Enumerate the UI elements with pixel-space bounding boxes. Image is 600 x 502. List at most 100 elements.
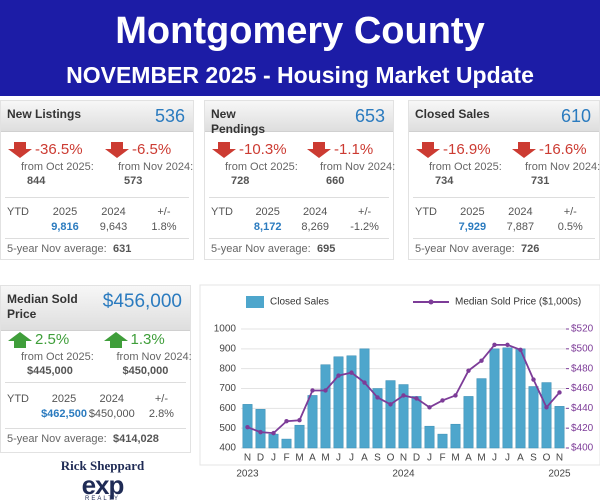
bar	[281, 438, 292, 449]
card-value: $456,000	[102, 291, 182, 312]
bar	[333, 356, 344, 449]
line-point	[310, 388, 315, 393]
average-value: 695	[317, 243, 336, 255]
line-point	[518, 347, 523, 353]
change-amount: 844	[27, 175, 46, 187]
line-point	[479, 358, 484, 363]
ytd-label: YTD	[415, 206, 437, 218]
ytd-value: $450,000	[88, 408, 135, 420]
ytd-value: 2.8%	[148, 408, 174, 420]
x-tick-label: M	[295, 453, 303, 464]
ytd-value: 8,172	[253, 221, 282, 233]
arrow	[103, 332, 128, 348]
bar	[385, 380, 396, 449]
x-tick-label: M	[451, 453, 459, 464]
x-tick-label: J	[492, 453, 497, 464]
arrow	[105, 142, 129, 158]
separator	[209, 197, 389, 198]
average-value: 631	[113, 243, 132, 255]
line-point	[297, 418, 302, 423]
line-point	[492, 342, 497, 348]
ytd-header: 2025	[52, 206, 78, 218]
change-amount: 660	[326, 175, 345, 187]
x-tick-label: J	[271, 453, 276, 464]
change-pct: -36.5%	[35, 141, 83, 158]
change-from: from Nov 2024:	[116, 351, 192, 363]
x-tick-label: O	[387, 453, 395, 464]
x-tick-label: J	[427, 453, 432, 464]
x-tick-label: A	[465, 453, 472, 464]
average-label: 5-year Nov average:	[7, 433, 107, 445]
bar	[372, 388, 383, 449]
ytd-value: 1.8%	[151, 221, 177, 233]
card-title: Closed Sales	[415, 107, 490, 121]
card-header	[409, 101, 599, 132]
y-tick-label: 400	[219, 443, 236, 454]
ytd-header: +/-	[563, 206, 577, 218]
y2-tick-label: $500	[571, 343, 594, 354]
bar	[489, 348, 500, 449]
bar	[307, 395, 318, 449]
bar	[528, 386, 539, 449]
arrow	[8, 142, 32, 158]
card-title: New Pendings	[211, 107, 266, 136]
footer-brand-sub: REALTY	[85, 496, 120, 502]
card-value: 653	[354, 106, 385, 126]
card: Median Sold Price $456,000 2.5% from Oct 20…	[0, 285, 192, 453]
x-tick-label: N	[244, 453, 251, 464]
footer-brand: exp	[81, 470, 125, 500]
x-tick-label: F	[439, 453, 445, 464]
ytd-header: +/-	[157, 206, 171, 218]
change-pct: -1.1%	[334, 141, 374, 158]
y-tick-label: 500	[219, 423, 236, 434]
bar	[346, 355, 357, 449]
line-point	[284, 419, 289, 424]
x-tick-label: N	[400, 453, 407, 464]
change-from: from Nov 2024:	[118, 161, 194, 173]
line-point	[336, 373, 341, 378]
bar	[450, 423, 461, 449]
card: New Listings 536 -36.5% from Oct 2025: 844 -6…	[0, 100, 194, 260]
x-tick-label: J	[336, 453, 341, 464]
change-arrow	[416, 142, 440, 158]
subtitle: NOVEMBER 2025 - Housing Market Update	[66, 62, 534, 88]
line-point	[362, 380, 367, 385]
change-arrow	[8, 332, 32, 348]
legend-label: Closed Sales	[270, 297, 329, 308]
ytd-value: 8,269	[301, 221, 329, 233]
line-point	[323, 388, 328, 393]
ytd-header: +/-	[358, 206, 372, 218]
average-label: 5-year Nov average:	[415, 243, 515, 255]
ytd-value: $462,500	[41, 408, 87, 420]
legend-swatch	[428, 299, 434, 305]
average-value: 726	[521, 243, 540, 255]
y2-tick-label: $520	[571, 324, 594, 335]
year-label: 2024	[392, 469, 415, 480]
ytd-value: 0.5%	[557, 221, 583, 233]
y2-tick-label: $460	[571, 383, 594, 394]
change-amount: 573	[124, 175, 143, 187]
change-amount: 731	[531, 175, 550, 187]
change-arrow	[105, 142, 129, 158]
change-from: from Oct 2025:	[225, 161, 298, 173]
bar	[463, 396, 474, 449]
ytd-header: 2025	[255, 206, 280, 218]
x-tick-label: A	[361, 453, 368, 464]
ytd-value: 7,887	[506, 221, 535, 233]
x-tick-label: O	[543, 453, 551, 464]
header-band	[0, 0, 600, 96]
line-point	[258, 429, 263, 435]
ytd-value: 9,816	[51, 221, 79, 233]
change-pct: -10.3%	[239, 141, 287, 158]
x-tick-label: S	[530, 453, 537, 464]
legend-label: Median Sold Price ($1,000s)	[455, 297, 581, 308]
average-label: 5-year Nov average:	[7, 243, 107, 255]
y-tick-label: 800	[219, 363, 236, 374]
change-arrow	[103, 332, 128, 348]
ytd-value: 9,643	[99, 221, 128, 233]
change-from: from Oct 2025:	[21, 161, 94, 173]
bar	[411, 396, 422, 449]
year-label: 2025	[548, 469, 571, 480]
